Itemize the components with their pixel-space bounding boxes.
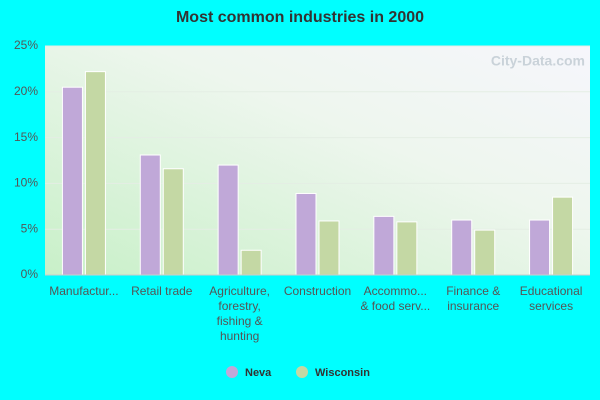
legend-label: Neva	[245, 367, 272, 379]
x-tick-label: Agriculture,	[209, 284, 270, 298]
bar	[240, 249, 262, 276]
legend-swatch	[296, 366, 308, 378]
bar	[84, 71, 106, 276]
legend-label: Wisconsin	[315, 367, 370, 379]
bar	[217, 164, 239, 276]
legend-swatch	[226, 366, 238, 378]
y-tick-label: 5%	[21, 221, 39, 235]
x-tick-label: Educational	[520, 284, 583, 298]
bar	[373, 215, 395, 276]
y-tick-label: 0%	[21, 267, 39, 281]
x-tick-label: Finance &	[446, 284, 500, 298]
bar	[474, 229, 496, 276]
bar	[529, 219, 551, 276]
plot-area	[45, 46, 590, 275]
chart-title: Most common industries in 2000	[176, 9, 424, 26]
x-tick-label: & food serv...	[360, 299, 430, 313]
x-tick-label: Accommo...	[364, 284, 427, 298]
x-tick-label: Manufactur...	[49, 284, 118, 298]
bar	[162, 168, 184, 276]
y-tick-label: 20%	[14, 84, 38, 98]
x-tick-label: fishing &	[217, 314, 263, 328]
x-tick-label: Retail trade	[131, 284, 193, 298]
bar	[552, 196, 574, 276]
y-tick-label: 10%	[14, 176, 38, 190]
x-tick-label: forestry,	[218, 299, 260, 313]
y-tick-label: 15%	[14, 130, 38, 144]
x-tick-label: hunting	[220, 329, 259, 343]
bar	[396, 221, 418, 276]
x-tick-label: insurance	[447, 299, 499, 313]
bar	[451, 219, 473, 276]
bar	[139, 154, 161, 276]
x-tick-label: services	[529, 299, 573, 313]
watermark: City-Data.com	[491, 53, 585, 69]
bar	[295, 192, 317, 276]
bar	[318, 220, 340, 276]
bar	[61, 86, 83, 276]
x-tick-label: Construction	[284, 284, 351, 298]
y-tick-label: 25%	[14, 38, 38, 52]
